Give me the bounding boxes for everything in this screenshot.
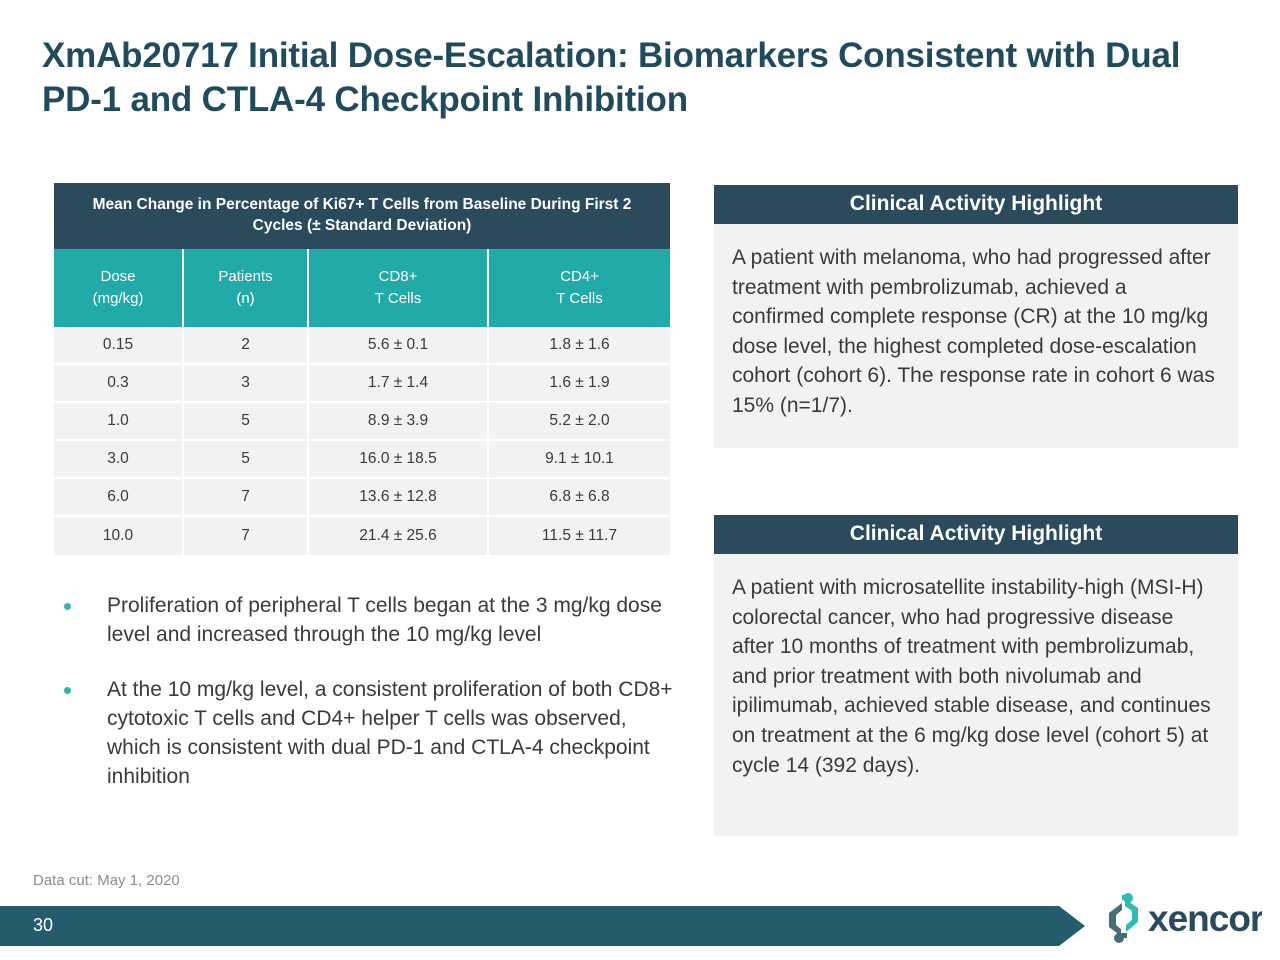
cell-cd8: 16.0 ± 18.5 [309, 440, 489, 479]
list-item: Proliferation of peripheral T cells bega… [54, 592, 686, 650]
column-header-cd8-line1: CD8+ [378, 268, 418, 286]
column-header-patients: Patients (n) [184, 248, 309, 327]
ki67-table: Mean Change in Percentage of Ki67+ T Cel… [54, 183, 670, 555]
xencor-logo-mark-icon [1109, 893, 1138, 943]
cell-patients: 5 [184, 402, 309, 441]
cell-cd8: 13.6 ± 12.8 [309, 478, 489, 517]
table-row: 6.0 7 13.6 ± 12.8 6.8 ± 6.8 [54, 478, 670, 517]
cell-cd8: 8.9 ± 3.9 [309, 402, 489, 441]
table-row: 1.0 5 8.9 ± 3.9 5.2 ± 2.0 [54, 402, 670, 441]
bullet-text: At the 10 mg/kg level, a consistent prol… [107, 677, 673, 788]
table-caption: Mean Change in Percentage of Ki67+ T Cel… [54, 183, 670, 249]
cell-cd4: 9.1 ± 10.1 [489, 440, 670, 479]
table-row: 0.15 2 5.6 ± 0.1 1.8 ± 1.6 [54, 326, 670, 365]
table-row: 10.0 7 21.4 ± 25.6 11.5 ± 11.7 [54, 516, 670, 555]
cell-patients: 5 [184, 440, 309, 479]
column-header-cd8-line2: T Cells [374, 289, 422, 307]
bullet-list: Proliferation of peripheral T cells bega… [54, 592, 686, 818]
footer-bar [0, 906, 1085, 946]
page-title: XmAb20717 Initial Dose-Escalation: Bioma… [42, 36, 1181, 120]
footer-bar-chevron-notch-icon [1059, 906, 1085, 946]
column-header-dose-line1: Dose [100, 268, 136, 286]
column-header-cd8: CD8+ T Cells [309, 248, 489, 327]
cell-cd8: 5.6 ± 0.1 [309, 326, 489, 365]
column-header-patients-line1: Patients [218, 268, 273, 286]
clinical-activity-highlight-panel-1: Clinical Activity Highlight A patient wi… [714, 185, 1238, 448]
column-header-dose: Dose (mg/kg) [54, 248, 184, 327]
cell-dose: 10.0 [54, 516, 184, 555]
cell-cd8: 21.4 ± 25.6 [309, 516, 489, 555]
cell-dose: 6.0 [54, 478, 184, 517]
highlight-header: Clinical Activity Highlight [714, 185, 1238, 224]
table-header-row: Dose (mg/kg) Patients (n) CD8+ T Cells C… [54, 248, 670, 327]
page-number: 30 [33, 915, 54, 935]
cell-cd4: 5.2 ± 2.0 [489, 402, 670, 441]
column-header-cd4-line1: CD4+ [560, 268, 599, 286]
column-header-dose-line2: (mg/kg) [92, 289, 144, 307]
cell-dose: 0.3 [54, 364, 184, 403]
bullet-dot-icon [64, 603, 71, 610]
xencor-wordmark: xencor [1148, 898, 1262, 939]
clinical-activity-highlight-panel-2: Clinical Activity Highlight A patient wi… [714, 515, 1238, 836]
cell-patients: 3 [184, 364, 309, 403]
xencor-logo: xencor [1092, 893, 1262, 951]
cell-patients: 7 [184, 516, 309, 555]
cell-dose: 1.0 [54, 402, 184, 441]
table-row: 3.0 5 16.0 ± 18.5 9.1 ± 10.1 [54, 440, 670, 479]
list-item: At the 10 mg/kg level, a consistent prol… [54, 676, 686, 792]
highlight-body: A patient with microsatellite instabilit… [714, 554, 1238, 836]
bullet-text: Proliferation of peripheral T cells bega… [107, 594, 662, 646]
cell-patients: 2 [184, 326, 309, 365]
cell-dose: 3.0 [54, 440, 184, 479]
cell-cd4: 1.8 ± 1.6 [489, 326, 670, 365]
table-row: 0.3 3 1.7 ± 1.4 1.6 ± 1.9 [54, 364, 670, 403]
data-cut-note: Data cut: May 1, 2020 [33, 872, 180, 889]
cell-cd4: 11.5 ± 11.7 [489, 516, 670, 555]
column-header-patients-line2: (n) [236, 289, 255, 307]
bullet-dot-icon [64, 686, 71, 694]
cell-dose: 0.15 [54, 326, 184, 365]
column-header-cd4: CD4+ T Cells [489, 248, 670, 327]
cell-patients: 7 [184, 478, 309, 517]
column-header-cd4-line2: T Cells [556, 289, 603, 307]
cell-cd4: 1.6 ± 1.9 [489, 364, 670, 403]
cell-cd8: 1.7 ± 1.4 [309, 364, 489, 403]
cell-cd4: 6.8 ± 6.8 [489, 478, 670, 517]
highlight-header: Clinical Activity Highlight [714, 515, 1238, 554]
highlight-body: A patient with melanoma, who had progres… [714, 224, 1238, 448]
